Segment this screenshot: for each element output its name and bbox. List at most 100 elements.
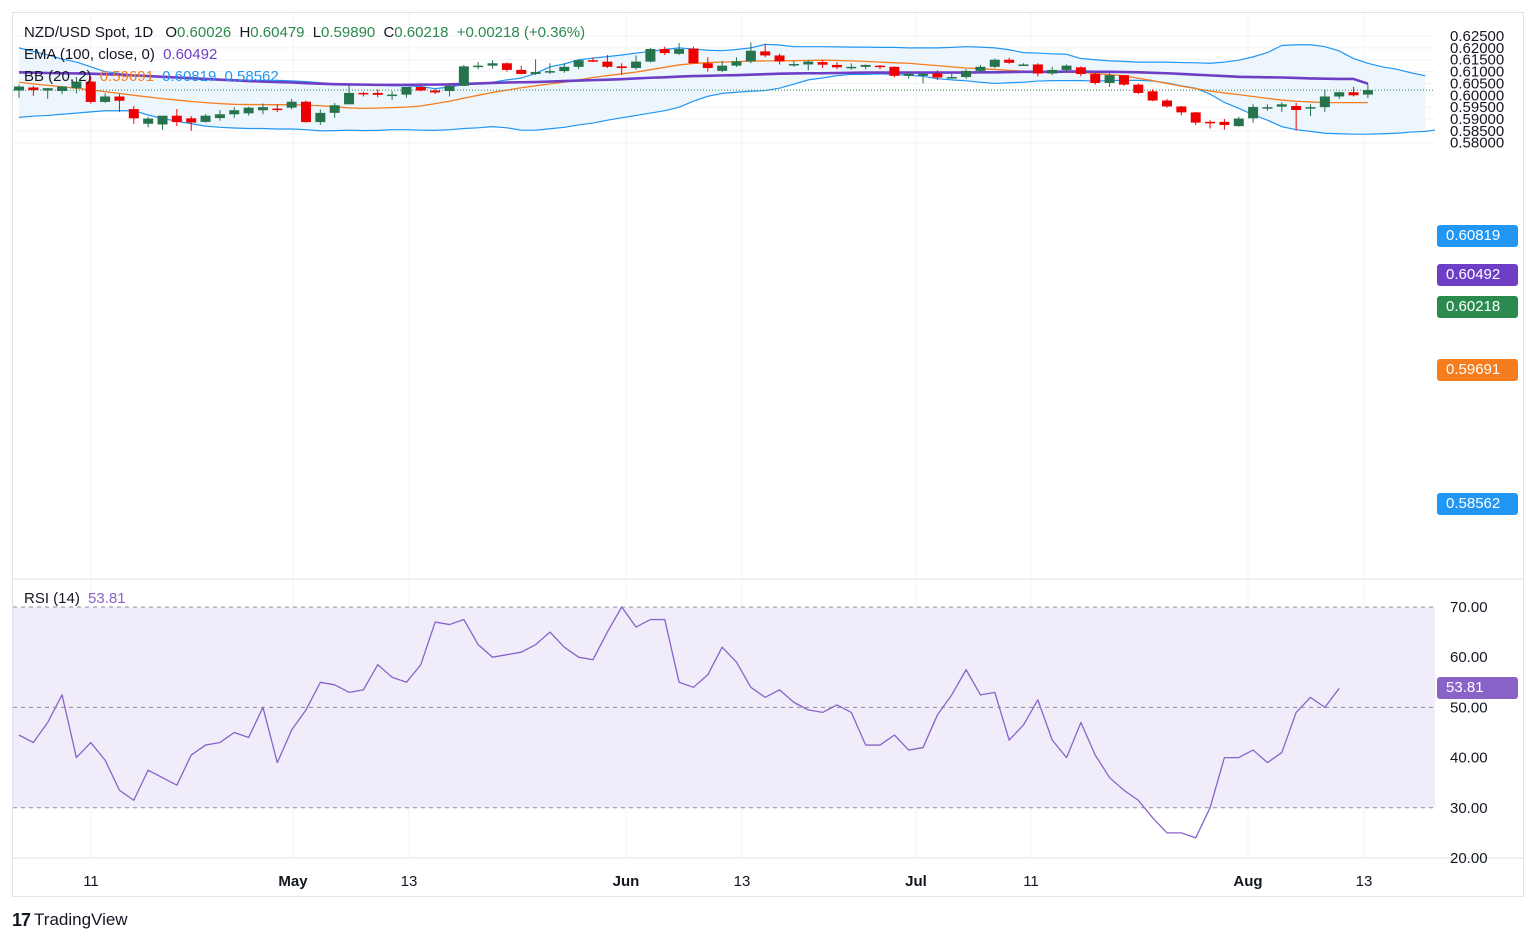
ohlc-legend: NZD/USD Spot, 1D O0.60026 H0.60479 L0.59…	[24, 24, 589, 41]
candle-up	[458, 66, 469, 86]
candle-down	[1133, 84, 1144, 93]
candle-up	[157, 115, 168, 125]
candle-up	[961, 70, 972, 78]
axes: 0.625000.620000.615000.610000.605000.600…	[13, 28, 1523, 890]
candle-down	[831, 64, 842, 68]
bollinger-band-fill	[19, 44, 1426, 135]
time-tick-label: May	[278, 873, 308, 890]
price-tick-label: 0.61000	[1450, 64, 1504, 81]
candle-down	[1147, 91, 1158, 101]
candle-down	[702, 63, 713, 69]
rsi-panel	[13, 606, 1435, 839]
candle-up	[788, 63, 799, 66]
candle-up	[214, 114, 225, 119]
candle-up	[803, 61, 814, 65]
rsi-legend[interactable]: RSI (14) 53.81	[24, 590, 130, 607]
candle-up	[401, 86, 412, 95]
candle-down	[171, 115, 182, 123]
ema-legend[interactable]: EMA (100, close, 0) 0.60492	[24, 46, 221, 63]
rsi-label: RSI (14)	[24, 590, 80, 607]
candle-up	[344, 92, 355, 105]
tradingview-icon: 17	[12, 909, 31, 930]
candle-up	[530, 72, 541, 74]
bb-label: BB (20, 2)	[24, 68, 92, 85]
bb-lower-value: 0.58562	[224, 68, 279, 85]
candle-down	[602, 61, 613, 67]
candle-down	[430, 90, 441, 93]
open-value: 0.60026	[177, 24, 232, 41]
price-tick-label: 0.58500	[1450, 123, 1504, 140]
candle-up	[286, 101, 297, 108]
candle-down	[774, 55, 785, 62]
bb-basis-price-tag: 0.59691	[1437, 359, 1518, 381]
bb-legend[interactable]: BB (20, 2) 0.59691 0.60819 0.58562	[24, 68, 283, 85]
price-tick-label: 0.58000	[1450, 135, 1504, 152]
indicator-lines	[13, 43, 1435, 135]
candle-up	[444, 85, 455, 92]
time-tick-label: 13	[401, 873, 418, 890]
symbol-title[interactable]: NZD/USD Spot, 1D	[24, 24, 154, 41]
rsi-tick-label: 70.00	[1450, 599, 1488, 616]
candle-down	[114, 96, 125, 101]
candle-down	[301, 101, 311, 123]
high-label: H	[239, 24, 251, 41]
low-label: L	[312, 24, 322, 41]
candle-down	[875, 65, 885, 68]
candle-up	[473, 65, 484, 68]
candle-down	[1162, 100, 1172, 107]
candle-up	[717, 65, 728, 71]
candle-down	[501, 63, 512, 70]
rsi-value: 53.81	[88, 590, 126, 607]
candle-up	[1248, 106, 1259, 119]
candle-down	[516, 69, 527, 74]
bb-lower-price-tag: 0.58562	[1437, 493, 1518, 515]
candle-down	[415, 86, 426, 91]
candle-down	[186, 118, 197, 123]
rsi-tick-label: 50.00	[1450, 699, 1488, 716]
open-label: O	[165, 24, 178, 41]
candle-down	[588, 60, 598, 62]
ema-label: EMA (100, close, 0)	[24, 46, 155, 63]
candle-down	[889, 66, 900, 76]
candle-up	[544, 71, 555, 73]
candle-up	[200, 115, 211, 122]
candle-down	[1219, 121, 1230, 125]
candle-down	[1190, 112, 1201, 123]
ema-value: 0.60492	[163, 46, 218, 63]
bb-lower-line	[18, 73, 1435, 135]
candle-up	[1262, 107, 1273, 109]
candle-down	[358, 92, 369, 95]
candle-down	[688, 48, 699, 64]
candle-down	[1090, 73, 1101, 83]
candle-up	[846, 66, 857, 69]
chart-frame[interactable]	[12, 12, 1524, 897]
candle-down	[272, 108, 283, 111]
candle-up	[903, 73, 914, 76]
candle-up	[731, 61, 742, 66]
candle-down	[1176, 106, 1187, 113]
candle-up	[257, 107, 268, 111]
candle-down	[1205, 121, 1216, 124]
candle-down	[1291, 105, 1302, 111]
rsi-line	[18, 606, 1340, 839]
candlesticks	[14, 42, 1373, 131]
tradingview-logo[interactable]: 17 TradingView	[12, 908, 128, 932]
candle-up	[918, 73, 929, 76]
candle-up	[989, 59, 1000, 67]
price-tick-label: 0.60500	[1450, 75, 1504, 92]
last-price-tag: 0.60218	[1437, 296, 1518, 318]
bb-basis-value: 0.59691	[99, 68, 154, 85]
candle-up	[315, 112, 326, 123]
candle-up	[1319, 96, 1330, 108]
price-tick-label: 0.60000	[1450, 87, 1504, 104]
candle-up	[1233, 118, 1244, 127]
candle-down	[85, 81, 96, 102]
time-tick-label: 11	[83, 873, 99, 890]
candle-up	[745, 50, 756, 62]
candle-up	[14, 86, 24, 91]
rsi-tick-label: 20.00	[1450, 850, 1488, 867]
candle-up	[57, 86, 68, 92]
rsi-tick-label: 30.00	[1450, 800, 1488, 817]
low-value: 0.59890	[321, 24, 376, 41]
